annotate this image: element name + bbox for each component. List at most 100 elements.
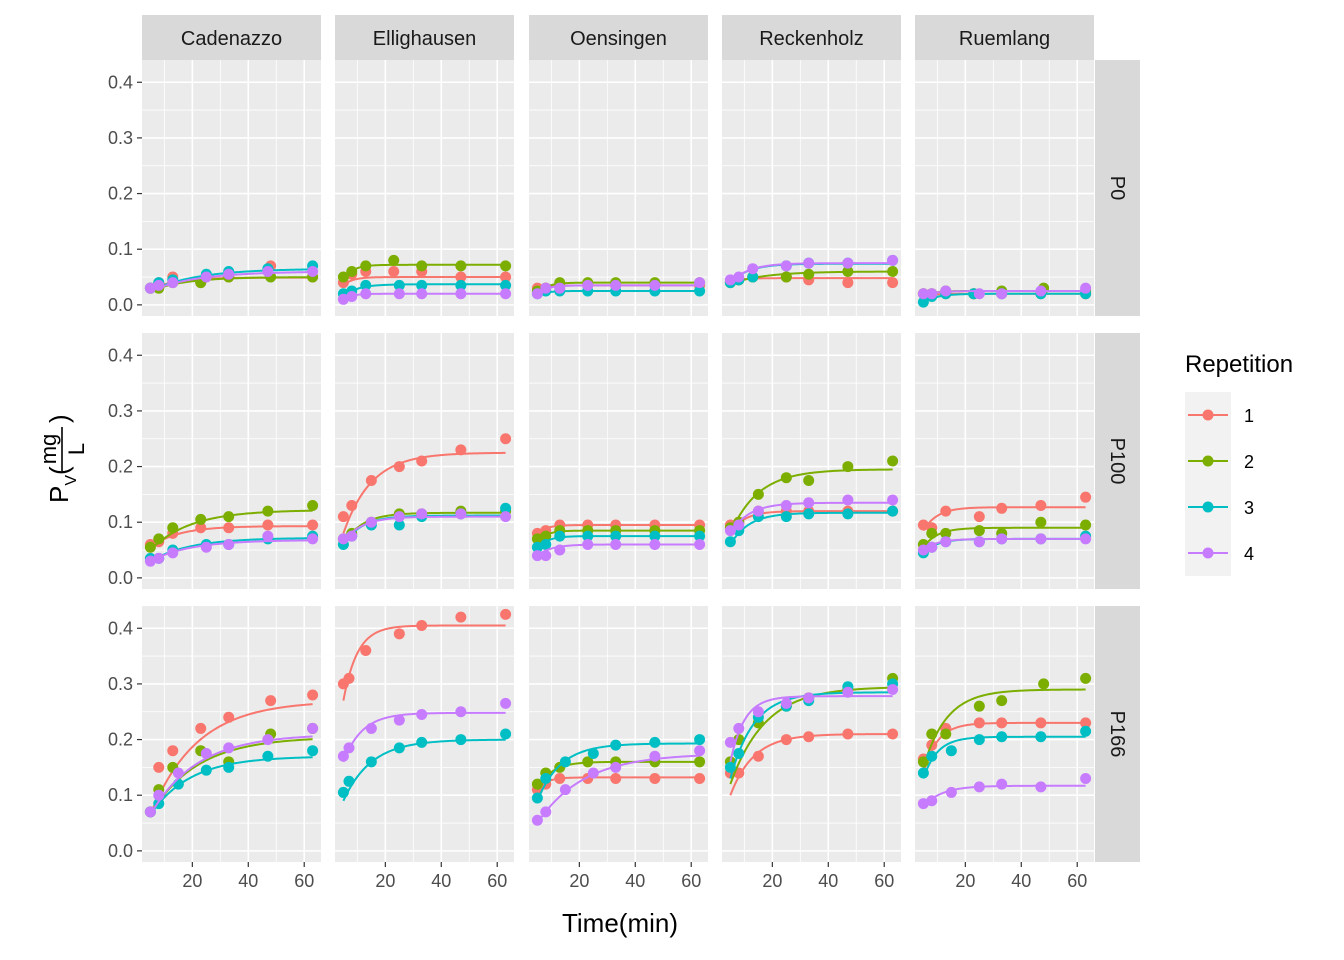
panel-reckenholz-p166	[722, 606, 901, 862]
data-point-repetition-1	[416, 619, 428, 631]
y-tick-label: 0.3	[108, 401, 133, 421]
data-point-repetition-4	[926, 541, 938, 553]
data-point-repetition-3	[582, 530, 594, 542]
fit-line-repetition-2	[922, 688, 1086, 768]
data-point-repetition-2	[531, 533, 543, 545]
data-point-repetition-2	[917, 756, 929, 768]
panel-data-ruemlang-p0	[917, 282, 1092, 308]
data-point-repetition-4	[153, 789, 165, 801]
facet-strip-label: P166	[1106, 711, 1128, 758]
data-point-repetition-3	[926, 750, 938, 762]
data-point-repetition-4	[337, 293, 349, 305]
panel-background	[529, 60, 708, 316]
data-point-repetition-4	[780, 500, 792, 512]
data-point-repetition-4	[694, 745, 706, 757]
data-point-repetition-1	[610, 773, 622, 785]
data-point-repetition-4	[559, 784, 571, 796]
data-point-repetition-4	[307, 265, 319, 277]
data-point-repetition-3	[780, 511, 792, 523]
data-point-repetition-2	[388, 254, 400, 266]
panel-data-oensingen-p166	[531, 734, 706, 826]
data-point-repetition-3	[531, 792, 543, 804]
data-point-repetition-3	[540, 773, 552, 785]
data-point-repetition-4	[200, 541, 212, 553]
x-tick-label: 40	[238, 871, 258, 891]
data-point-repetition-1	[842, 277, 854, 289]
data-point-repetition-4	[200, 747, 212, 759]
panel-ruemlang-p0	[915, 60, 1094, 316]
data-point-repetition-4	[262, 734, 274, 746]
panel-data-cadenazzo-p100	[144, 500, 319, 567]
data-point-repetition-2	[973, 525, 985, 537]
data-point-repetition-3	[649, 736, 661, 748]
data-point-repetition-4	[724, 525, 736, 537]
data-point-repetition-3	[455, 279, 467, 291]
data-point-repetition-1	[694, 773, 706, 785]
data-point-repetition-1	[416, 455, 428, 467]
data-point-repetition-4	[531, 814, 543, 826]
data-point-repetition-1	[649, 773, 661, 785]
data-point-repetition-1	[973, 717, 985, 729]
data-point-repetition-3	[1035, 731, 1047, 743]
data-point-repetition-3	[393, 742, 405, 754]
data-point-repetition-4	[996, 533, 1008, 545]
data-point-repetition-4	[926, 288, 938, 300]
y-tick-label: 0.2	[108, 730, 133, 750]
panel-data-ellighausen-p166	[337, 608, 512, 802]
data-point-repetition-4	[337, 533, 349, 545]
data-point-repetition-4	[973, 288, 985, 300]
legend-entry-4: 4	[1188, 544, 1254, 564]
data-point-repetition-2	[531, 778, 543, 790]
data-point-repetition-2	[346, 265, 358, 277]
data-point-repetition-3	[747, 271, 759, 283]
data-point-repetition-2	[337, 271, 349, 283]
y-tick-label: 0.1	[108, 239, 133, 259]
data-point-repetition-4	[649, 279, 661, 291]
x-tick-label: 40	[431, 871, 451, 891]
data-point-repetition-4	[365, 722, 377, 734]
y-axis-title-paren-close: )	[44, 414, 74, 423]
facet-strip-ruemlang	[915, 15, 1094, 60]
fit-line-repetition-1	[342, 276, 506, 287]
data-point-repetition-3	[554, 530, 566, 542]
data-point-repetition-1	[223, 711, 235, 723]
y-tick-label: 0.4	[108, 345, 133, 365]
data-point-repetition-4	[926, 795, 938, 807]
data-point-repetition-1	[1035, 500, 1047, 512]
data-point-repetition-2	[262, 505, 274, 517]
panel-background	[529, 606, 708, 862]
data-point-repetition-4	[780, 697, 792, 709]
facet-strip-reckenholz	[722, 15, 901, 60]
panel-background	[915, 333, 1094, 589]
data-point-repetition-3	[803, 508, 815, 520]
data-point-repetition-2	[307, 500, 319, 512]
y-tick-label: 0.2	[108, 457, 133, 477]
data-point-repetition-3	[945, 745, 957, 757]
data-point-repetition-4	[554, 282, 566, 294]
panel-reckenholz-p100	[722, 333, 901, 589]
panel-data-oensingen-p100	[531, 519, 706, 562]
legend-label: 1	[1244, 406, 1254, 426]
data-point-repetition-4	[167, 277, 179, 289]
data-point-repetition-1	[752, 750, 764, 762]
data-point-repetition-2	[996, 695, 1008, 707]
data-point-repetition-4	[531, 288, 543, 300]
data-point-repetition-3	[559, 756, 571, 768]
x-tick-label: 40	[1011, 871, 1031, 891]
data-point-repetition-1	[360, 645, 372, 657]
data-point-repetition-2	[455, 260, 467, 272]
data-point-repetition-1	[887, 277, 899, 289]
y-axis-title-main: P	[44, 486, 74, 503]
y-tick-label: 0.3	[108, 674, 133, 694]
data-point-repetition-3	[733, 747, 745, 759]
data-point-repetition-1	[500, 608, 512, 620]
data-point-repetition-2	[842, 265, 854, 277]
data-point-repetition-4	[1080, 282, 1092, 294]
data-point-repetition-2	[803, 268, 815, 280]
data-point-repetition-4	[649, 750, 661, 762]
legend-label: 2	[1244, 452, 1254, 472]
data-point-repetition-3	[223, 761, 235, 773]
data-point-repetition-3	[887, 505, 899, 517]
panel-data-reckenholz-p166	[724, 672, 899, 796]
x-tick-label: 20	[375, 871, 395, 891]
